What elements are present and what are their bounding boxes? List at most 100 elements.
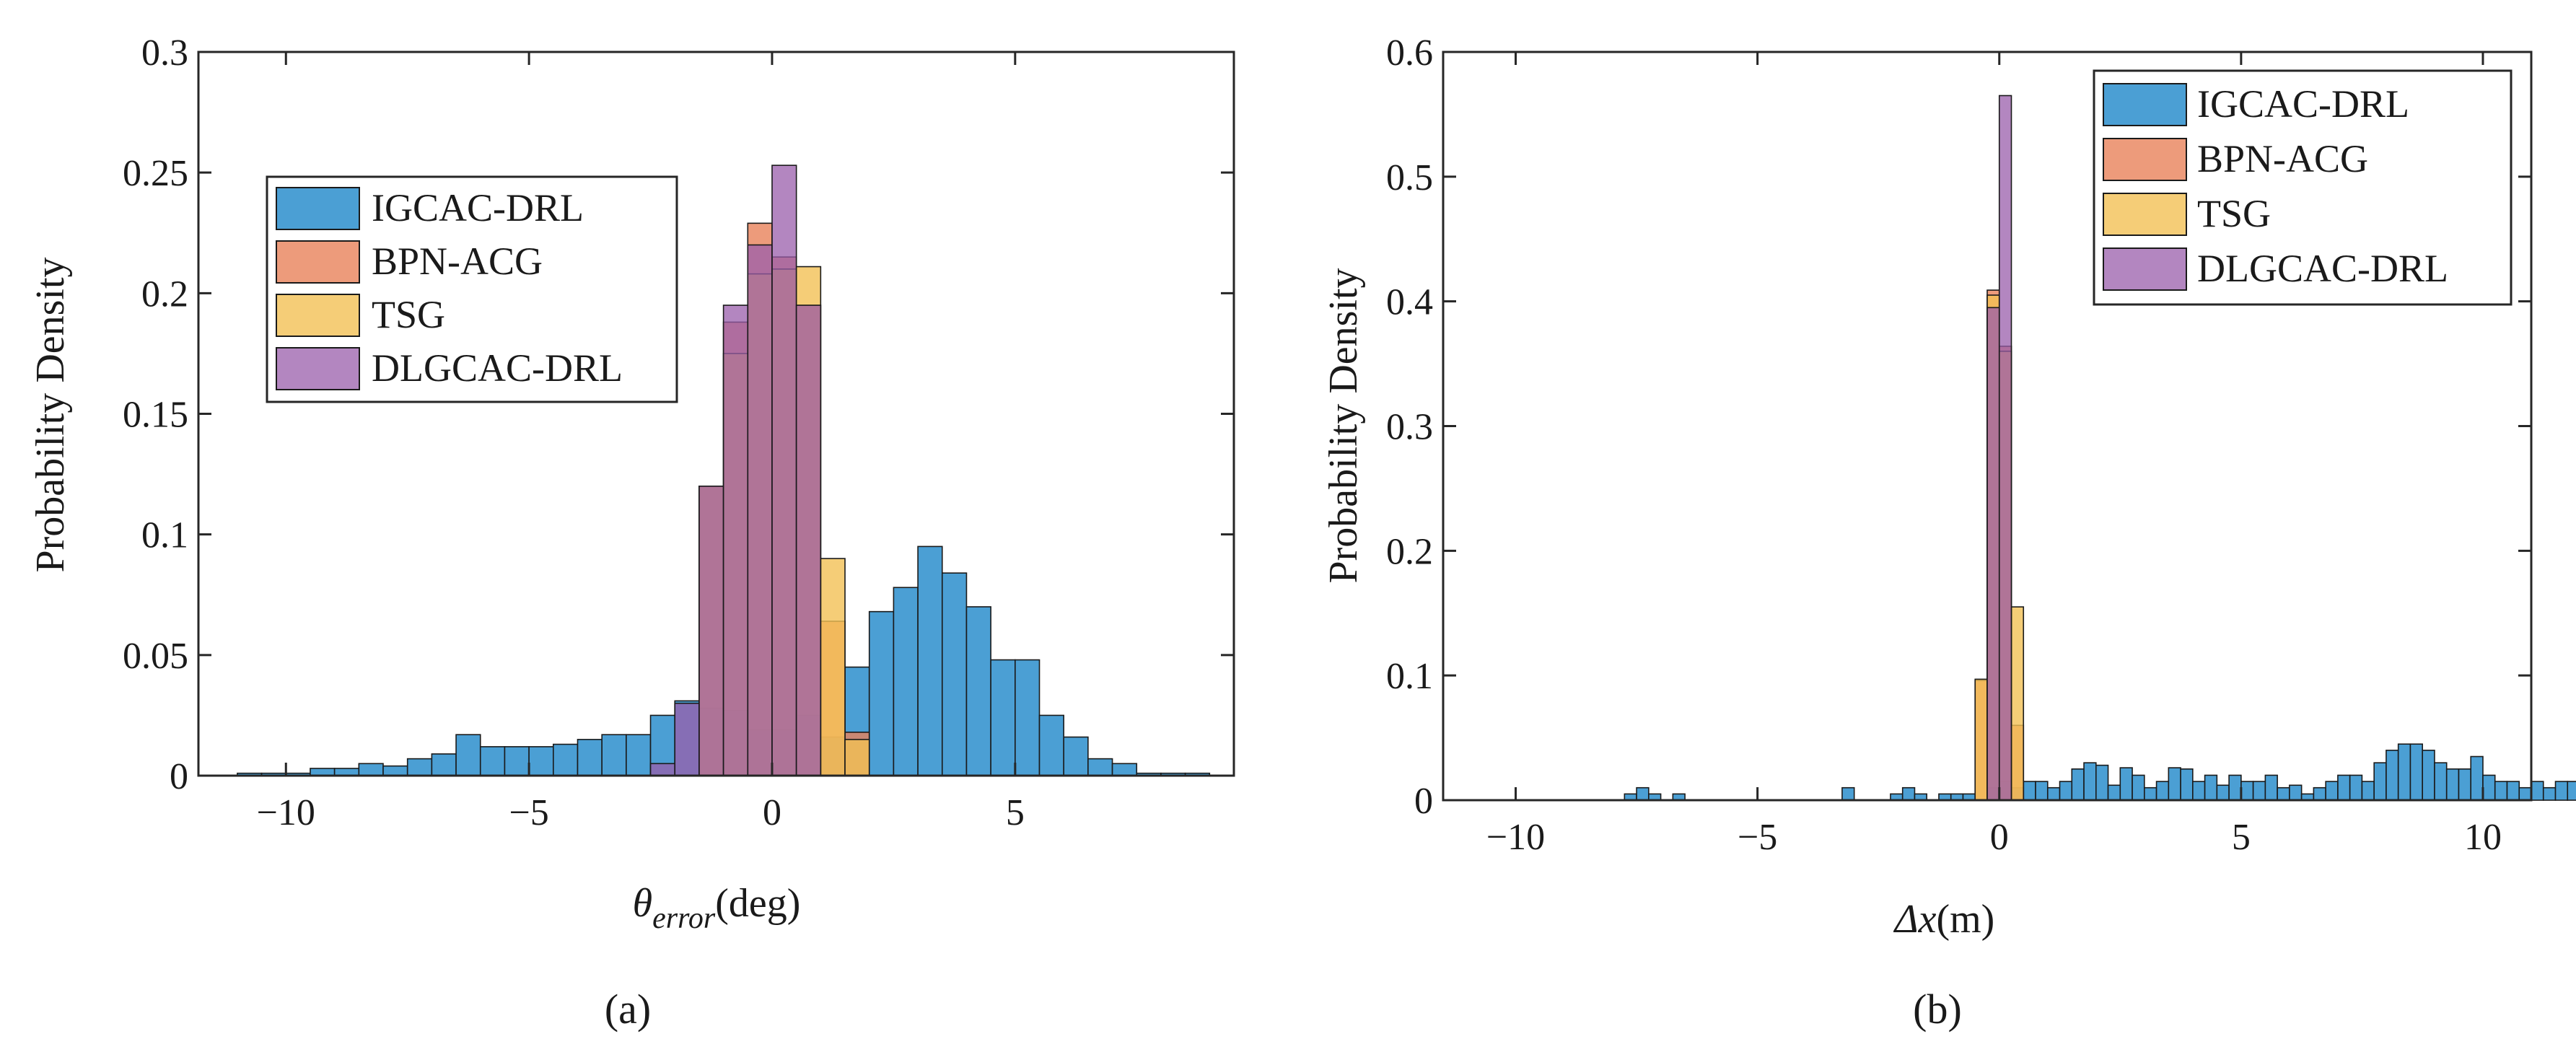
panel-b-xlabel: Δx(m)	[1893, 897, 1995, 942]
panel-a-legend-swatch-dlgcac	[276, 347, 360, 390]
panel-a-bar-igcac-drl	[941, 572, 968, 776]
panel-a-bar-igcac-drl	[990, 659, 1016, 776]
panel-b-bar-igcac-drl	[2337, 774, 2351, 801]
panel-b-bar-igcac-drl	[2107, 784, 2121, 801]
panel-b-xtick-label: −5	[1738, 817, 1777, 858]
panel-a-ytick-label: 0.1	[141, 515, 188, 556]
panel-a-bar-igcac-drl	[1015, 659, 1041, 776]
panel-a-bar-igcac-drl	[455, 734, 481, 776]
panel-b-bar-igcac-drl	[2144, 786, 2157, 801]
panel-a-xtick-label: 5	[1006, 792, 1025, 833]
panel-b-ytick-label: 0.2	[1386, 531, 1433, 572]
panel-b-bar-igcac-drl	[2494, 781, 2508, 801]
panel-a-bar-igcac-drl	[965, 606, 991, 776]
panel-a-bar-dlgcac-drl	[747, 244, 773, 776]
panel-a-bar-dlgcac-drl	[649, 763, 676, 776]
panel-a-bar-dlgcac-drl	[698, 485, 724, 776]
panel-a-bar-igcac-drl	[917, 545, 943, 776]
panel-a-bar-igcac-drl	[1111, 763, 1138, 776]
panel-b-bar-igcac-drl	[2567, 781, 2576, 801]
panel-b-bar-igcac-drl	[2325, 781, 2339, 801]
panel-b-bar-igcac-drl	[2192, 781, 2206, 801]
panel-b-ytick-label: 0.5	[1386, 157, 1433, 198]
panel-b-bar-igcac-drl	[2554, 781, 2569, 801]
panel-b-ytick-label: 0.1	[1386, 656, 1433, 697]
panel-a-xtick-label: −10	[257, 792, 315, 833]
panel-b-ytick-label: 0.6	[1386, 32, 1433, 74]
panel-b-bar-igcac-drl	[2132, 774, 2145, 801]
panel-a-ytick-label: 0.05	[123, 636, 188, 677]
panel-a-ytick-label: 0.2	[141, 273, 188, 315]
panel-b-bar-igcac-drl	[2361, 781, 2375, 801]
panel-a-bar-igcac-drl	[310, 768, 336, 776]
panel-b-bar-igcac-drl	[2228, 774, 2242, 801]
panel-b-xtick-label: 0	[1990, 817, 2009, 858]
panel-b-ylabel: Probability Density	[1321, 268, 1366, 583]
panel-a-ytick-label: 0.3	[141, 32, 188, 74]
panel-a-xlabel-unit: (deg)	[715, 881, 800, 926]
panel-b-bar-igcac-drl	[2518, 786, 2532, 801]
panel-b-bar-igcac-drl	[2264, 774, 2278, 801]
panel-b-bar-igcac-drl	[2386, 750, 2399, 801]
panel-b-bar-igcac-drl	[2083, 762, 2097, 801]
panel-b-bar-igcac-drl	[2168, 767, 2181, 801]
panel-b-bar-igcac-drl	[2252, 781, 2266, 801]
panel-b-bar-tsg	[2010, 606, 2025, 801]
panel-a-bar-igcac-drl	[479, 746, 506, 776]
panel-a-bar-dlgcac-drl	[674, 702, 700, 776]
panel-a-label: (a)	[605, 986, 651, 1033]
panel-a-legend-label-igcac: IGCAC-DRL	[372, 186, 584, 229]
panel-a-xlabel-main: θ	[633, 881, 653, 926]
panel-a-bar-igcac-drl	[893, 587, 919, 776]
panel-a-bar-igcac-drl	[553, 743, 579, 776]
panel-b-bar-igcac-drl	[2277, 786, 2290, 801]
panel-b-legend-swatch-dlgcac	[2103, 247, 2187, 291]
panel-b-bar-igcac-drl	[2470, 755, 2484, 801]
panel-a-bar-igcac-drl	[528, 746, 554, 776]
panel-b-bar-igcac-drl	[2409, 743, 2423, 801]
panel-b-bar-igcac-drl	[2434, 762, 2448, 801]
panel-a-bar-tsg	[820, 558, 846, 776]
panel-a-bar-dlgcac-drl	[771, 165, 797, 776]
panel-b-legend-label-tsg: TSG	[2197, 192, 2271, 235]
panel-b-bar-igcac-drl	[2542, 786, 2557, 801]
panel-a-histogram: −10 −5 0 5 0 0.05 0.1 0.15 0.2 0.25 0.3 Probabilit…	[28, 32, 1235, 1033]
panel-b-ytick-label: 0.4	[1386, 282, 1433, 323]
panel-b-bar-igcac-drl	[2313, 786, 2326, 801]
panel-a-ytick-label: 0.25	[123, 153, 188, 194]
panel-a-bar-igcac-drl	[504, 746, 530, 776]
panel-b-xtick-label: −10	[1486, 817, 1545, 858]
panel-b-bar-igcac-drl	[2071, 768, 2085, 801]
panel-b-bar-igcac-drl	[2046, 786, 2061, 801]
panel-b-legend-swatch-igcac	[2103, 83, 2187, 126]
panel-b-ytick-label: 0.3	[1386, 407, 1433, 448]
panel-a-legend-label-tsg: TSG	[372, 293, 445, 336]
panel-a-bar-igcac-drl	[577, 739, 603, 776]
panel-b-bar-igcac-drl	[2506, 781, 2520, 801]
panel-a-ytick-label: 0.15	[123, 395, 188, 436]
panel-a-bar-igcac-drl	[382, 765, 408, 776]
panel-b-bar-dlgcac-drl	[1998, 95, 2012, 801]
panel-b-bar-igcac-drl	[2458, 768, 2472, 801]
panel-b-ytick-label: 0	[1414, 781, 1433, 822]
panel-b-bar-igcac-drl	[2397, 743, 2411, 801]
panel-a-series-dlgcac-drl	[649, 165, 822, 776]
panel-a-ylabel: Probability Density	[28, 257, 73, 572]
panel-a-legend-swatch-bpn	[276, 240, 360, 284]
panel-b-bar-igcac-drl	[2119, 767, 2133, 801]
panel-b-xlabel-main: Δx	[1893, 897, 1937, 942]
panel-b-series-igcac-drl	[1624, 743, 2576, 801]
panel-b-bar-igcac-drl	[2155, 781, 2170, 801]
panel-a-legend-swatch-tsg	[276, 294, 360, 337]
panel-a-bar-igcac-drl	[358, 763, 384, 776]
panel-a-xlabel: θerror(deg)	[633, 881, 801, 935]
panel-b-bar-igcac-drl	[2531, 781, 2544, 801]
panel-a-bar-igcac-drl	[1087, 758, 1113, 776]
panel-b-bar-dlgcac-drl	[1986, 307, 2000, 801]
panel-b-ticks: −10 −5 0 5 10 0 0.1 0.2 0.3 0.4 0.5 0.6	[1386, 32, 2531, 858]
panel-b-bar-igcac-drl	[2482, 774, 2496, 801]
panel-b-bar-tsg	[1974, 678, 1988, 801]
panel-b-histogram: −10 −5 0 5 10 0 0.1 0.2 0.3 0.4 0.5 0.6 Probability…	[1321, 32, 2576, 1033]
panel-b-legend-label-dlgcac: DLGCAC-DRL	[2197, 247, 2448, 290]
